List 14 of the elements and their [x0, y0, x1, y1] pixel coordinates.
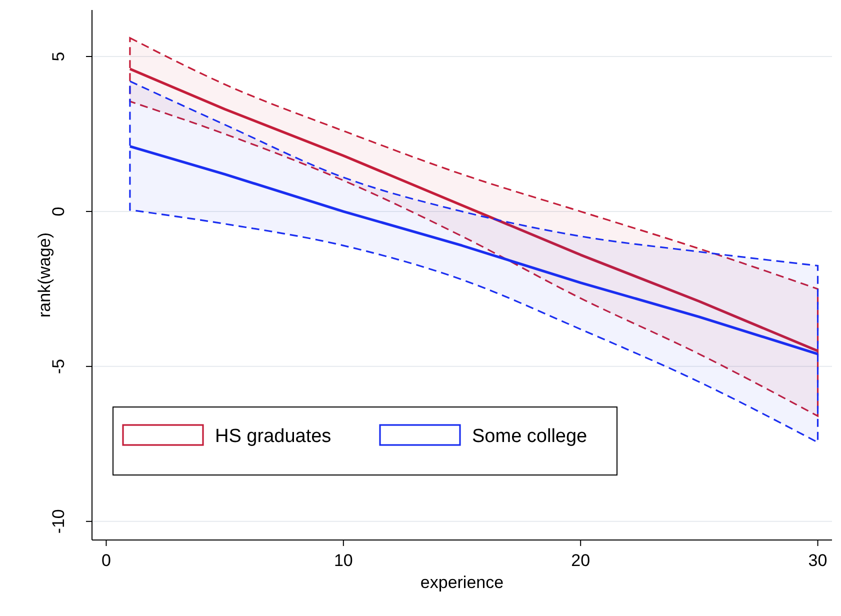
- x-tick-label: 30: [808, 551, 828, 570]
- line-series: [128, 145, 820, 356]
- y-axis-title: rank(wage): [35, 232, 54, 318]
- x-tick-label: 10: [334, 551, 353, 570]
- legend-label: Some college: [472, 426, 588, 447]
- x-tick-label: 0: [101, 551, 111, 570]
- line-series: [128, 68, 820, 352]
- x-tick-label: 20: [571, 551, 590, 570]
- legend-label: HS graduates: [215, 426, 332, 447]
- x-axis-title: experience: [420, 573, 504, 592]
- y-tick-label: -10: [49, 509, 68, 534]
- y-tick-label: -5: [49, 358, 68, 374]
- y-tick-label: 5: [49, 52, 68, 62]
- y-tick-label: 0: [49, 206, 68, 216]
